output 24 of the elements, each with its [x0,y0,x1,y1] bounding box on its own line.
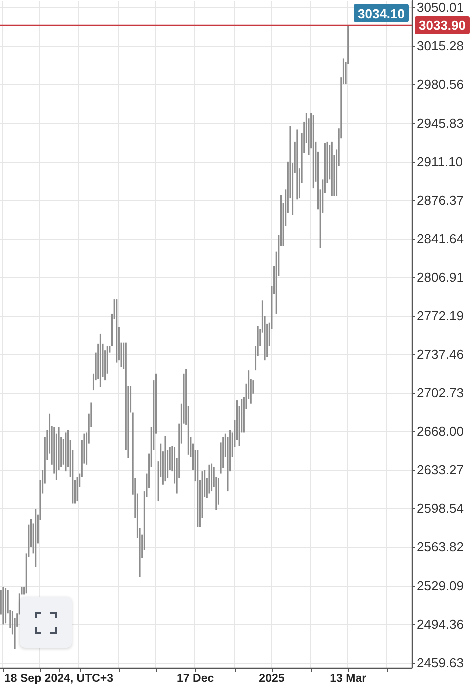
y-tick-label: 2633.27 [417,462,464,478]
y-tick-label: 3050.01 [417,0,464,16]
y-tick-label: 2945.83 [417,116,464,131]
x-tick-label: 17 Dec [177,673,215,685]
y-tick-label: 2737.46 [417,347,464,362]
y-tick-label: 2980.56 [417,77,464,92]
y-tick-label: 2563.82 [417,540,464,555]
x-tick-label: 13 Mar [330,673,368,685]
y-tick-label: 2598.54 [417,501,464,516]
ref-line-label: 3033.90 [419,18,466,34]
x-tick-label: 2025 [259,673,286,685]
y-tick-label: 2529.09 [417,578,464,594]
y-tick-label: 2494.36 [417,616,464,632]
x-tick-label: 18 Sep 2024, UTC+3 [4,673,114,685]
y-tick-label: 2459.63 [417,655,464,670]
y-tick-label: 2772.19 [417,308,464,324]
y-tick-label: 2841.64 [417,231,464,246]
y-tick-label: 2911.10 [417,154,464,170]
y-tick-label: 2876.37 [417,192,464,208]
y-tick-label: 3015.28 [417,38,464,54]
y-tick-label: 2702.73 [417,386,464,401]
y-tick-label: 2806.91 [417,270,464,285]
annotation: 3034.10 [358,6,405,22]
y-tick-label: 2668.00 [417,424,464,440]
